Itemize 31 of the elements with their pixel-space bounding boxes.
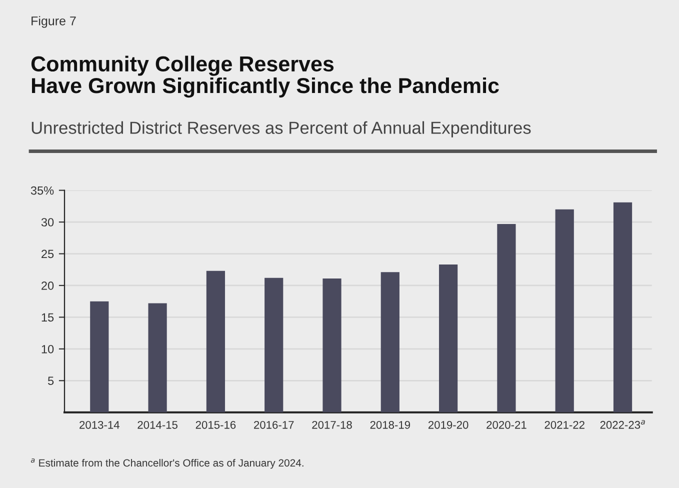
y-tick-label: 15 (42, 313, 54, 322)
y-tick-label: 35% (30, 186, 54, 195)
y-tick-label: 25 (42, 250, 54, 258)
x-tick-label: 2022-23$^{a}$ (600, 420, 645, 429)
bar (497, 224, 516, 412)
bar (264, 278, 284, 412)
bar (322, 278, 342, 412)
chart-subtitle: Unrestricted District Reserves as Percent of Annual Expenditures (32, 121, 531, 138)
y-tick-label: 5 (48, 376, 54, 386)
bar (90, 301, 109, 412)
x-tick-label: 2018-19 (370, 420, 410, 429)
y-tick-label: 20 (42, 282, 54, 290)
text: $^{a}$ Estimate from the Chancellor's Office as of January 2024. (30, 458, 304, 469)
chart-title: Community College Reserves Have Grown Significantly Since the Pandemic (31, 56, 499, 98)
bar (439, 264, 458, 412)
bar (613, 202, 632, 412)
bar (380, 272, 400, 412)
x-tick-label: 2019-20 (428, 420, 468, 429)
x-tick-label: 2016-17 (254, 420, 294, 429)
bar (148, 303, 167, 412)
bar (555, 209, 574, 412)
x-tick-label: 2014-15 (138, 420, 178, 429)
x-tick-label: 2015-16 (196, 420, 236, 429)
x-tick-label: 2020-21 (486, 420, 526, 429)
y-tick-label: 30 (41, 218, 54, 226)
bar (206, 270, 226, 412)
x-tick-label: 2017-18 (312, 420, 352, 429)
y-tick-label: 10 (42, 344, 54, 354)
caption: Figure 7 (32, 16, 76, 28)
x-tick-label: 2013-14 (80, 420, 120, 429)
x-tick-label: 2021-22 (544, 420, 584, 429)
